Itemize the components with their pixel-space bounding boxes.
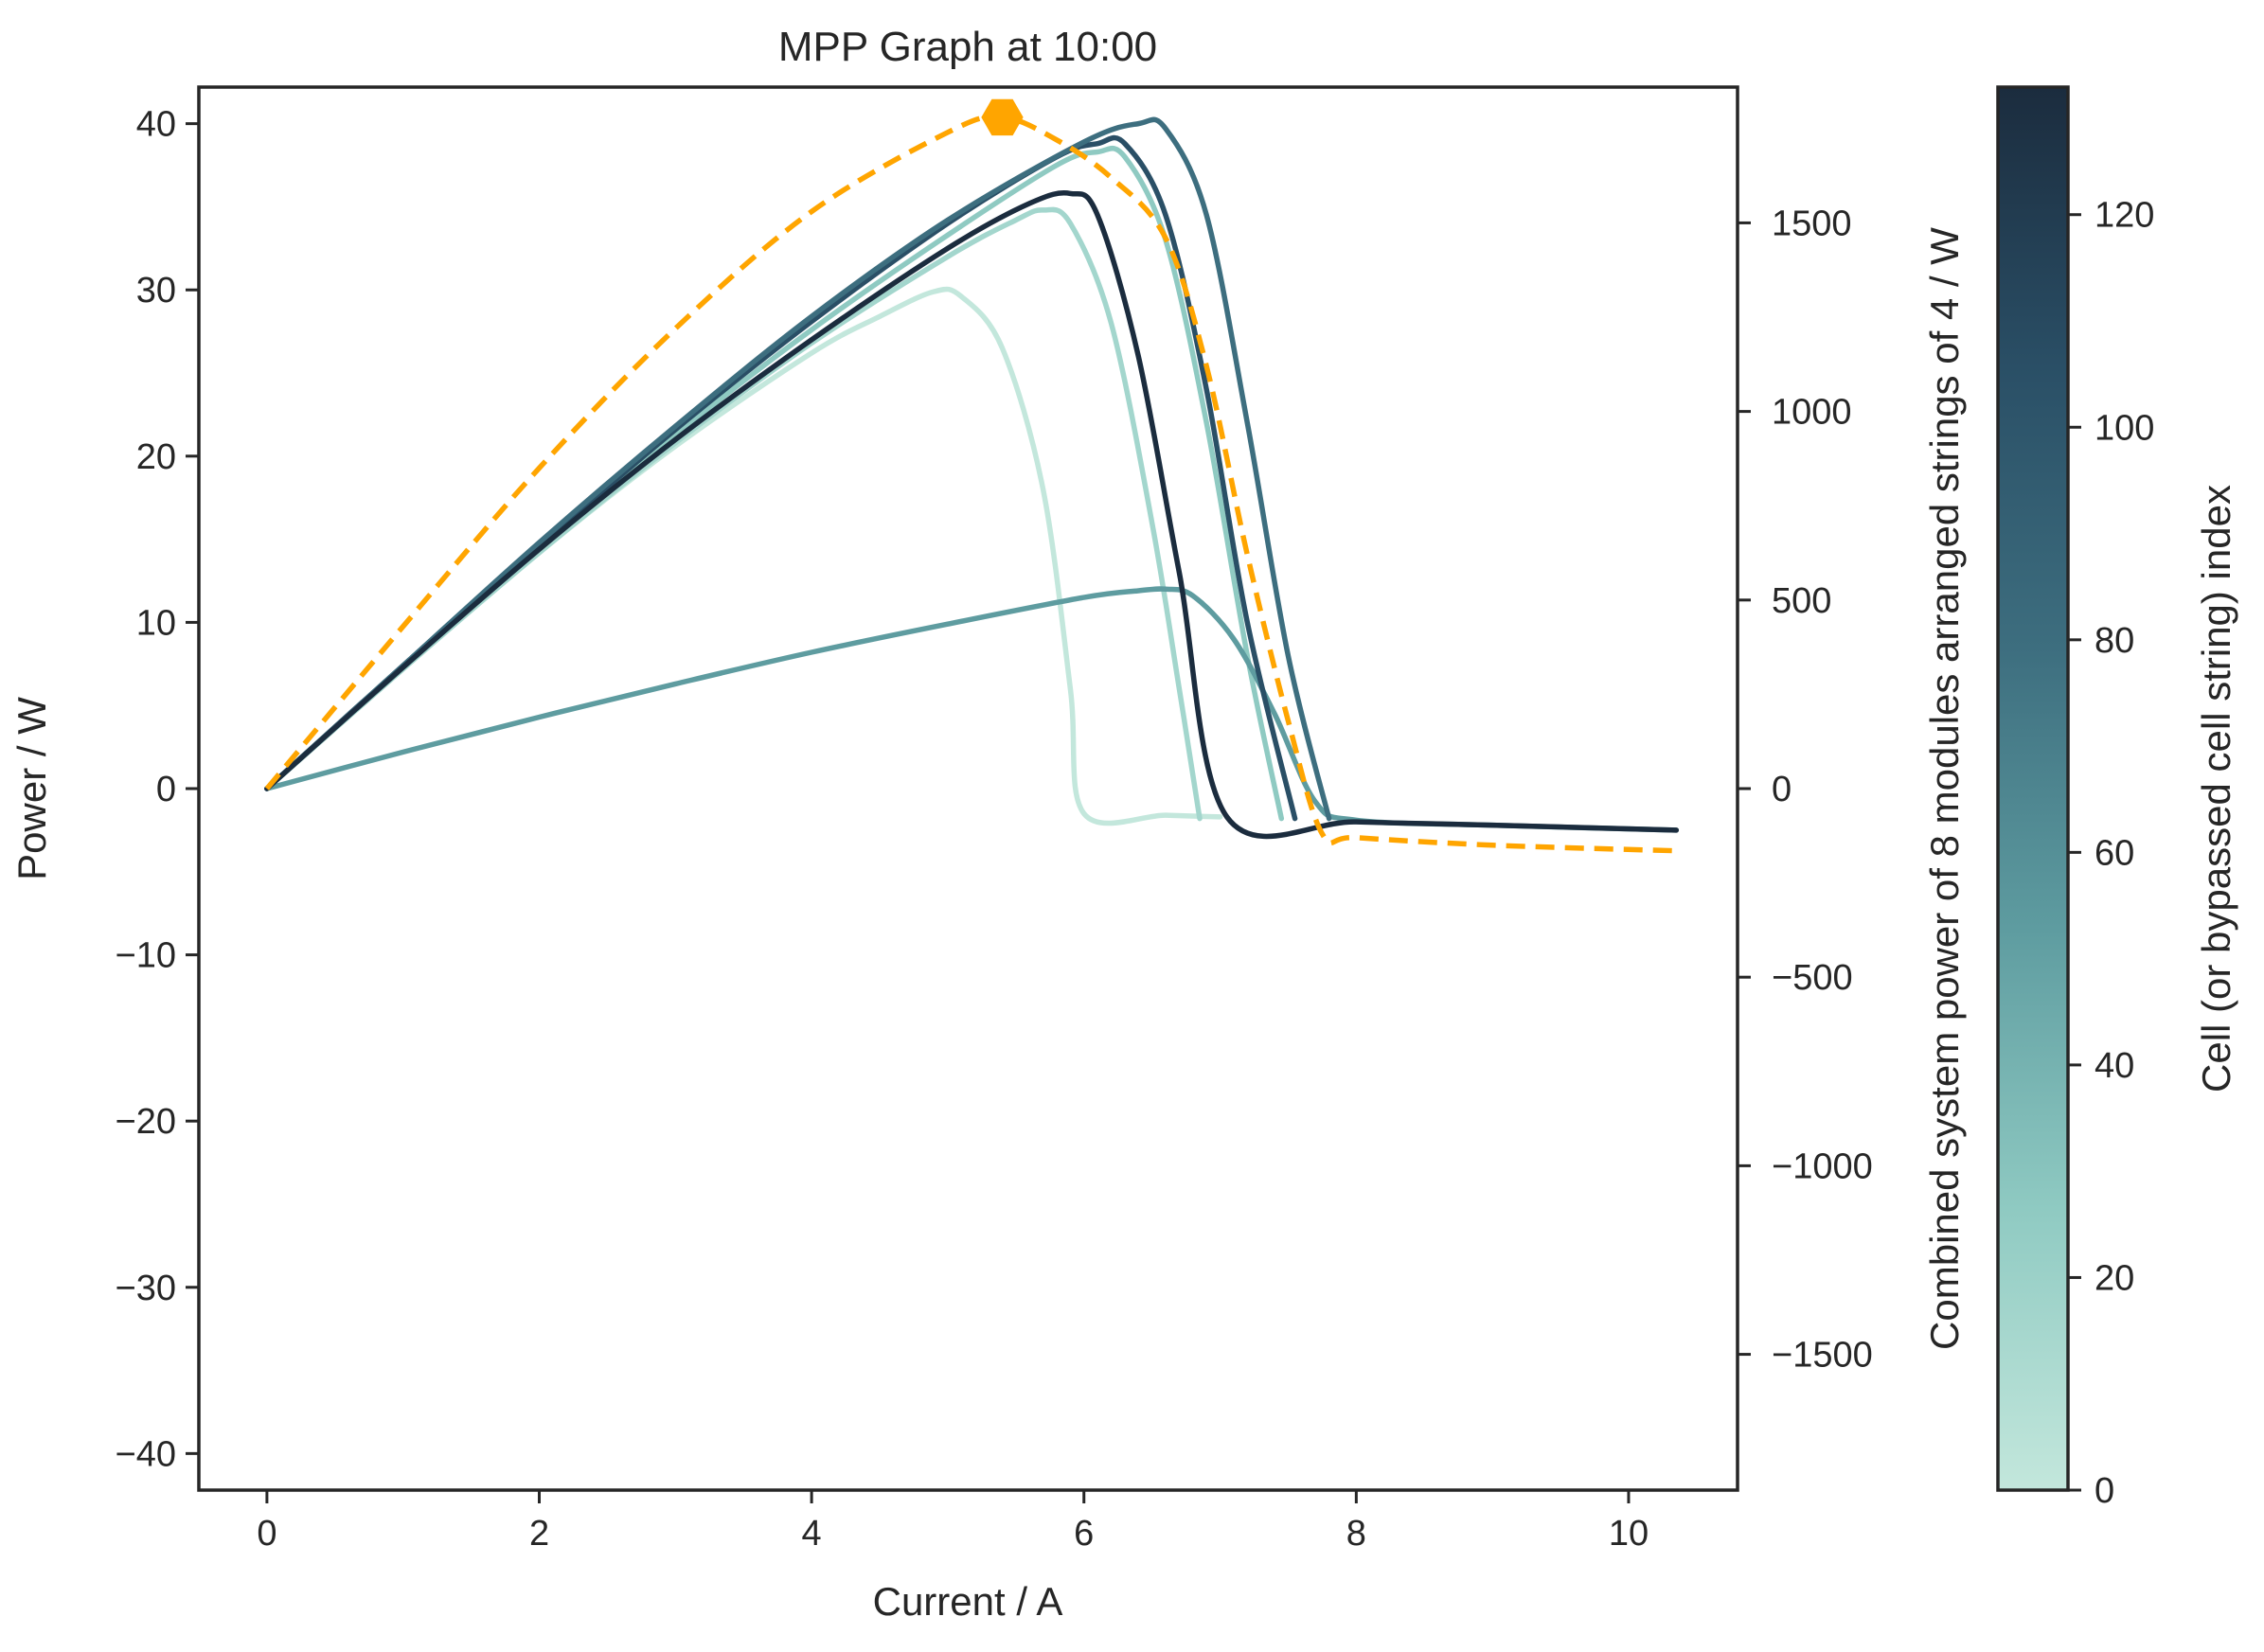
y2-tick-label: 1500 — [1772, 204, 1852, 243]
y2-tick-label: 0 — [1772, 770, 1792, 809]
x-tick-label: 8 — [1346, 1514, 1366, 1554]
mpp-marker — [981, 98, 1024, 136]
x-tick-label: 2 — [529, 1514, 549, 1554]
y2-axis-label: Combined system power of 8 modules arran… — [1922, 227, 1967, 1350]
series-line-7 — [264, 190, 1680, 840]
x-axis: 0 2 4 6 8 10 — [257, 1490, 1649, 1554]
series-line-4 — [264, 586, 1680, 833]
colorbar-tick-label: 20 — [2095, 1258, 2134, 1298]
y-tick-label: 40 — [136, 105, 176, 145]
marker-layer — [981, 98, 1024, 136]
chart-title: MPP Graph at 10:00 — [778, 24, 1157, 70]
x-tick-label: 0 — [257, 1514, 276, 1554]
x-tick-label: 10 — [1609, 1514, 1649, 1554]
colorbar-tick-label: 0 — [2095, 1471, 2114, 1511]
y2-tick-label: −500 — [1772, 958, 1853, 998]
y-axis-left: 40 30 20 10 0 −10 −20 −30 −40 — [116, 105, 199, 1474]
y2-tick-label: 500 — [1772, 581, 1831, 621]
x-tick-label: 6 — [1074, 1514, 1094, 1554]
y-axis-label: Power / W — [9, 697, 54, 880]
y-axis-right: 1500 1000 500 0 −500 −1000 −1500 — [1738, 204, 1873, 1376]
colorbar-tick-label: 60 — [2095, 833, 2134, 873]
x-tick-label: 4 — [802, 1514, 822, 1554]
series-line-6 — [264, 116, 1332, 822]
plot-frame — [197, 85, 1739, 1492]
colorbar — [1996, 85, 2070, 1492]
series-line-5 — [264, 134, 1298, 822]
y-tick-label: −10 — [116, 936, 176, 976]
colorbar-tick-label: 40 — [2095, 1046, 2134, 1086]
colorbar-tick-label: 80 — [2095, 621, 2134, 661]
y-tick-label: 20 — [136, 437, 176, 477]
y-tick-label: −20 — [116, 1102, 176, 1142]
y-tick-label: −30 — [116, 1269, 176, 1308]
series-line-3 — [264, 145, 1285, 822]
series-line-2 — [264, 206, 1203, 822]
colorbar-tick-label: 120 — [2095, 196, 2154, 236]
x-axis-label: Current / A — [873, 1579, 1063, 1624]
y-tick-label: 10 — [136, 603, 176, 643]
y2-tick-label: 1000 — [1772, 393, 1852, 433]
y-tick-label: 30 — [136, 271, 176, 311]
y-tick-label: −40 — [116, 1434, 176, 1474]
y-tick-label: 0 — [156, 770, 176, 809]
series-layer — [264, 114, 1680, 854]
y2-tick-label: −1000 — [1772, 1146, 1873, 1186]
combined-power-line — [264, 114, 1677, 854]
colorbar-axis: 0 20 40 60 80 100 120 — [2068, 196, 2154, 1511]
colorbar-tick-label: 100 — [2095, 408, 2154, 448]
colorbar-label: Cell (or bypassed cell string) index — [2194, 485, 2238, 1092]
y2-tick-label: −1500 — [1772, 1336, 1873, 1376]
